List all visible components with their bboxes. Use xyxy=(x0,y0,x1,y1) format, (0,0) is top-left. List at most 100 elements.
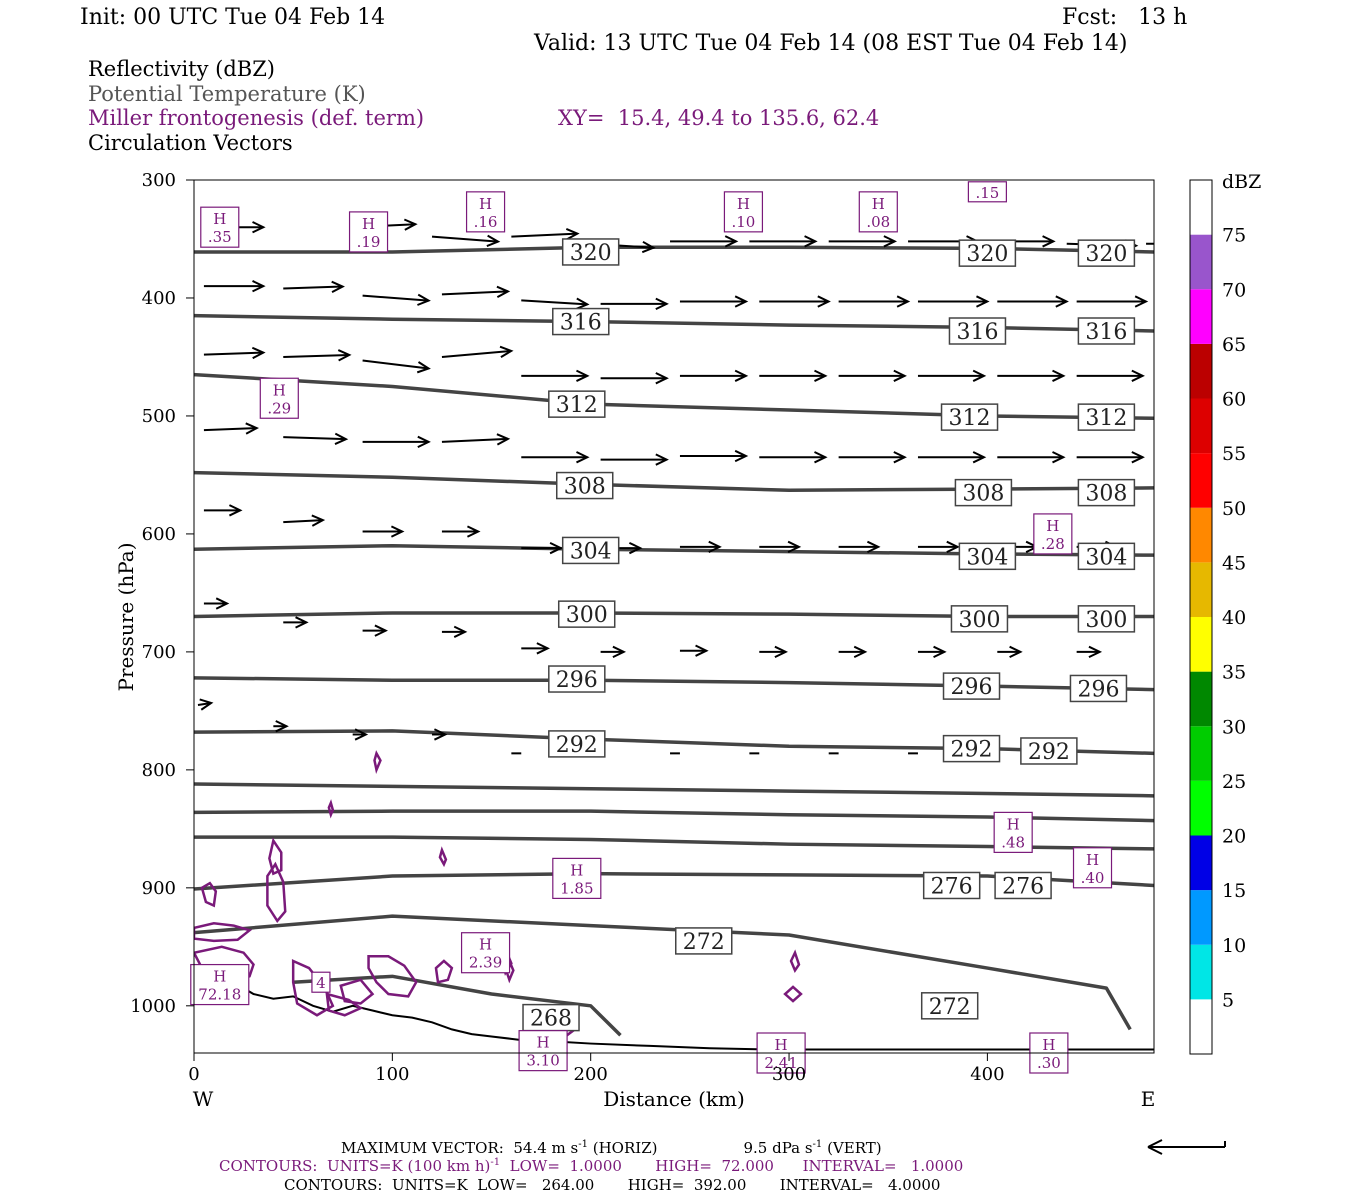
isentrope-label: 300 xyxy=(950,605,1009,633)
isentrope-label-text: 296 xyxy=(951,675,993,700)
vector-head xyxy=(641,240,656,254)
isentrope-label: 320 xyxy=(1077,239,1136,267)
fronto-high-box xyxy=(259,377,299,419)
fronto-contour xyxy=(327,799,335,819)
vector-shaft xyxy=(441,290,508,296)
colorbar-segment xyxy=(1190,835,1212,891)
fronto-high-box xyxy=(348,211,389,253)
fronto-high-value: 2.39 xyxy=(469,954,502,972)
isentrope-label-text: 316 xyxy=(956,320,998,345)
isentrope-label-box xyxy=(1077,403,1136,431)
isentrope-label-text: 320 xyxy=(1085,242,1127,267)
circulation-vector xyxy=(749,235,818,248)
circulation-vector xyxy=(362,525,405,538)
isentrope-label-text: 272 xyxy=(683,930,725,955)
isentrope-312 xyxy=(194,372,1154,421)
vector-shaft xyxy=(203,427,257,432)
colorbar-level-label: 45 xyxy=(1222,552,1246,574)
colorbar-segment xyxy=(1190,780,1212,836)
circulation-vector xyxy=(600,453,669,466)
isentrope-label: 292 xyxy=(942,734,1001,763)
vector-shaft xyxy=(362,359,429,370)
vector-head xyxy=(976,295,990,308)
isentrope-label: 304 xyxy=(958,542,1017,570)
vector-head xyxy=(252,280,266,293)
circulation-vector xyxy=(197,698,214,711)
fronto-high-box xyxy=(465,191,506,233)
legend-vectors: Circulation Vectors xyxy=(88,131,293,155)
x-axis-left-label: W xyxy=(193,1087,214,1111)
vector-head xyxy=(496,285,511,299)
y-tick-label: 300 xyxy=(142,170,176,191)
circulation-vector xyxy=(441,525,481,538)
circulation-vector xyxy=(203,597,230,610)
y-tick-label: 700 xyxy=(142,642,176,663)
circulation-vector xyxy=(600,645,627,659)
circulation-vector xyxy=(1076,451,1145,464)
vector-head xyxy=(228,504,243,517)
vector-head xyxy=(417,435,431,449)
forecast-hour: Fcst: 13 h xyxy=(1062,5,1188,30)
fronto-high-value: .10 xyxy=(731,213,755,231)
isentrope-label: 304 xyxy=(561,536,620,564)
vector-head xyxy=(814,451,828,464)
fronto-high-value: .08 xyxy=(866,213,890,231)
footer-contours-theta: CONTOURS: UNITS=K LOW= 264.00 HIGH= 392.… xyxy=(284,1176,941,1194)
fronto-high-value: 72.18 xyxy=(198,986,241,1004)
fronto-high-letter: H xyxy=(479,936,492,954)
vector-shaft xyxy=(283,519,323,524)
vector-head xyxy=(403,218,418,231)
vector-head xyxy=(549,541,564,555)
vector-head xyxy=(774,645,788,659)
fronto-high-value: .19 xyxy=(357,233,381,251)
isentrope-label-text: 320 xyxy=(966,242,1008,267)
fronto-high-letter: H xyxy=(362,215,375,233)
isentrope-label-box xyxy=(994,871,1052,900)
isentrope-296 xyxy=(194,676,1154,692)
fronto-high-marker: H.48 xyxy=(993,811,1033,853)
x-tick-label: 0 xyxy=(188,1064,199,1085)
x-axis-label: Distance (km) xyxy=(603,1087,745,1111)
isentrope-label: 272 xyxy=(675,927,733,955)
vector-head xyxy=(655,372,669,385)
fronto-contour xyxy=(194,921,253,943)
isentrope-label-box xyxy=(548,390,606,418)
vector-head xyxy=(972,369,987,382)
isentrope-label: 320 xyxy=(958,239,1017,267)
circulation-vector xyxy=(828,235,898,248)
vector-head xyxy=(1134,295,1149,308)
isentrope-label-box xyxy=(942,734,1001,763)
colorbar-level-label: 25 xyxy=(1222,771,1246,793)
fronto-high-marker: H.08 xyxy=(858,191,898,233)
fronto-high-letter: H xyxy=(872,195,885,213)
fronto-high-box xyxy=(858,191,898,233)
isentrope-label-text: 308 xyxy=(564,475,606,500)
circulation-vector xyxy=(838,369,907,382)
contours-fronto-a: CONTOURS: UNITS=K (100 km h) xyxy=(219,1157,491,1175)
isentrope-label: 292 xyxy=(1020,737,1078,765)
vector-head xyxy=(1131,451,1145,464)
isentrope-label: 312 xyxy=(1077,403,1136,431)
fronto-contour xyxy=(373,750,382,775)
isentrope-label-text: 308 xyxy=(962,482,1004,507)
isentrope-label-text: 276 xyxy=(931,874,973,899)
colorbar-frame xyxy=(1189,179,1213,1055)
isentrope-label: 320 xyxy=(561,238,620,266)
isentrope-label: 316 xyxy=(948,317,1007,345)
vector-head xyxy=(1055,295,1069,308)
circulation-vector xyxy=(273,720,289,733)
isentrope-label-box xyxy=(561,238,620,266)
vector-head xyxy=(708,540,722,554)
isentrope-label-text: 304 xyxy=(570,539,612,564)
circulation-vector xyxy=(362,624,388,637)
vector-head xyxy=(655,453,669,466)
circulation-vector xyxy=(838,540,881,554)
circulation-vector xyxy=(917,540,960,554)
fronto-high-value: .28 xyxy=(1041,535,1065,553)
fronto-high-value: .16 xyxy=(474,213,498,231)
colorbar-level-label: 60 xyxy=(1222,389,1246,411)
fronto-high-box xyxy=(993,811,1033,853)
isentrope-label-text: 300 xyxy=(958,608,1000,633)
fronto-contour xyxy=(789,949,801,974)
isentrope-label-text: 316 xyxy=(560,311,602,336)
